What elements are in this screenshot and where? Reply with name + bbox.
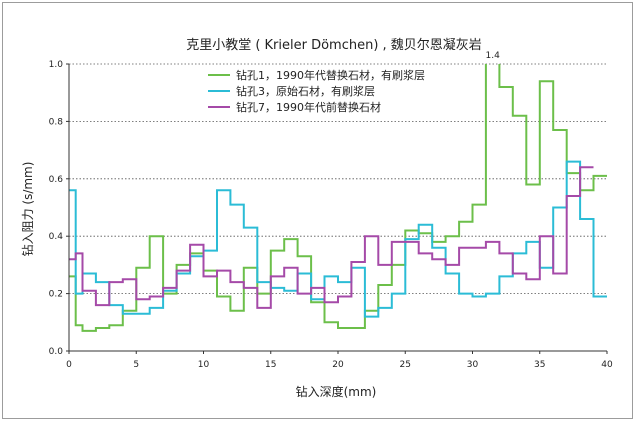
x-tick-label: 40 xyxy=(601,360,613,370)
x-tick-label: 30 xyxy=(467,360,479,370)
y-tick-label: 0.2 xyxy=(49,290,63,300)
x-tick-label: 35 xyxy=(534,360,545,370)
y-tick-label: 1.0 xyxy=(49,60,64,70)
y-tick-label: 0.8 xyxy=(49,117,64,127)
drill-resistance-chart: 克里小教堂 ( Krieler Dömchen) , 魏贝尔恩凝灰岩 0.00.… xyxy=(20,37,613,399)
y-tick-label: 0.4 xyxy=(49,232,64,242)
y-tick-label: 0.0 xyxy=(49,347,64,357)
series-line-1 xyxy=(69,64,607,332)
annotations: 1.4 xyxy=(486,51,501,61)
grid-layer xyxy=(69,63,607,295)
legend-label: 钻孔7，1990年代前替换石材 xyxy=(236,100,381,114)
series-line-3 xyxy=(69,166,594,309)
x-tick-label: 20 xyxy=(332,360,344,370)
legend-label: 钻孔3，原始石材，有刷浆层 xyxy=(236,84,375,98)
series-layer xyxy=(69,64,607,332)
annotation-label: 1.4 xyxy=(486,51,501,61)
legend: 钻孔1，1990年代替换石材，有刷浆层钻孔3，原始石材，有刷浆层钻孔7，1990… xyxy=(202,65,472,119)
legend-label: 钻孔1，1990年代替换石材，有刷浆层 xyxy=(236,68,425,82)
x-tick-label: 0 xyxy=(66,360,72,370)
x-tick-label: 15 xyxy=(265,360,276,370)
legend-background xyxy=(202,65,472,119)
chart-frame: 克里小教堂 ( Krieler Dömchen) , 魏贝尔恩凝灰岩 0.0 0.… xyxy=(2,2,633,419)
x-axis-title: 钻入深度(mm) xyxy=(296,384,377,399)
x-tick-label: 5 xyxy=(133,360,139,370)
y-tick-label: 0.6 xyxy=(49,175,64,185)
chart-title: 克里小教堂 ( Krieler Dömchen) , 魏贝尔恩凝灰岩 xyxy=(186,37,482,53)
x-tick-label: 10 xyxy=(198,360,210,370)
y-axis-title: 钻入阻力 (s/mm) xyxy=(20,162,35,257)
axes-layer: 0.0 0.2 0.4 0.6 0.8 1.0 0 5 10 15 20 25 30 35 40 xyxy=(49,60,613,370)
x-tick-label: 25 xyxy=(400,360,411,370)
